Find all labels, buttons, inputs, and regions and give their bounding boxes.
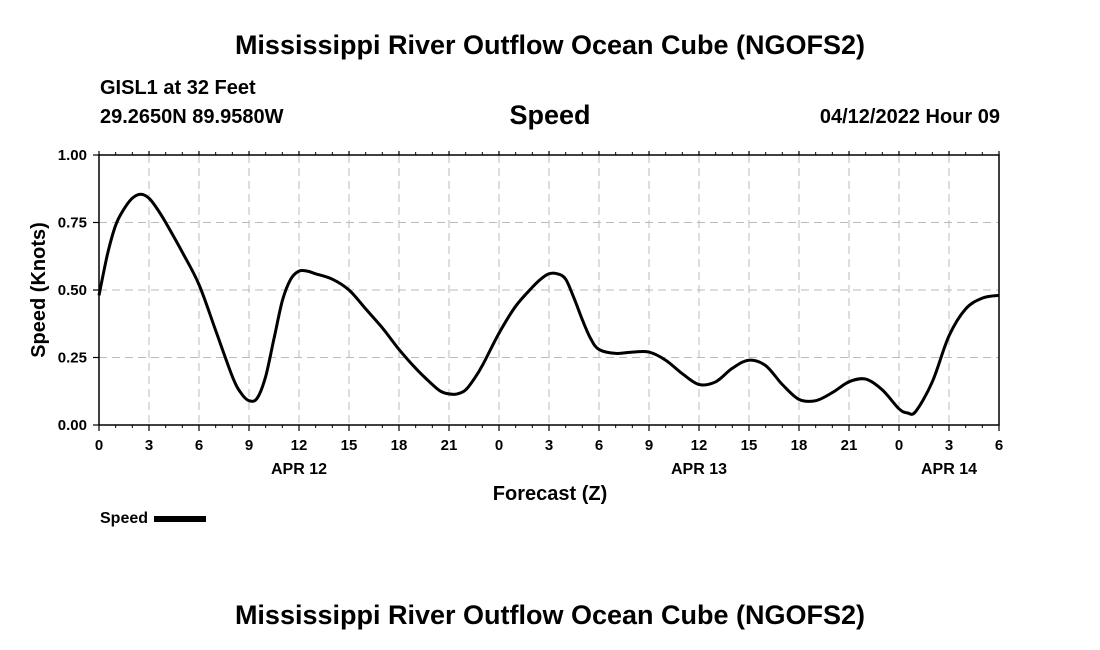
axis-ticks: 0 3 6 9 12 15 18 21 0 3 6 9 12 15 18 21 0 3 6 0.00 0.25 0.50 0… [58,147,1003,478]
x-tick-label: 12 [691,437,708,454]
x-tick-label: 21 [441,437,458,454]
y-tick-label: 0.75 [58,215,87,232]
x-tick-label: 15 [741,437,758,454]
x-tick-label: 3 [145,437,153,454]
date-label: APR 12 [271,461,327,478]
y-tick-label: 1.00 [58,147,87,164]
x-tick-label: 12 [291,437,308,454]
y-tick-label: 0.50 [58,282,87,299]
y-axis-label: Speed (Knots) [28,222,50,358]
legend: Speed [100,510,207,528]
x-axis-label: Forecast (Z) [493,483,607,505]
x-tick-label: 6 [195,437,203,454]
x-tick-label: 0 [895,437,903,454]
x-tick-label: 18 [791,437,808,454]
station-label: GISL1 at 32 Feet [100,77,256,99]
x-tick-label: 15 [341,437,358,454]
x-tick-label: 3 [945,437,953,454]
footer-title: Mississippi River Outflow Ocean Cube (NG… [234,600,866,630]
variable-title: Speed [509,100,591,130]
grid [99,155,999,425]
y-tick-label: 0.00 [58,417,87,434]
x-tick-label: 9 [245,437,253,454]
x-tick-label: 18 [391,437,408,454]
x-tick-label: 9 [645,437,653,454]
legend-label: Speed [100,510,149,527]
date-label: APR 13 [671,461,727,478]
chart-title: Mississippi River Outflow Ocean Cube (NG… [234,30,866,60]
x-tick-label: 6 [595,437,603,454]
speed-series-line [97,192,1000,416]
x-tick-label: 0 [95,437,103,454]
x-tick-label: 6 [995,437,1003,454]
x-tick-label: 3 [545,437,553,454]
date-label: APR 14 [921,461,977,478]
forecast-datetime: 04/12/2022 Hour 09 [819,106,1000,128]
station-coords: 29.2650N 89.9580W [100,106,284,128]
x-tick-label: 21 [841,437,858,454]
y-tick-label: 0.25 [58,350,87,367]
x-tick-label: 0 [495,437,503,454]
legend-swatch [154,515,207,522]
